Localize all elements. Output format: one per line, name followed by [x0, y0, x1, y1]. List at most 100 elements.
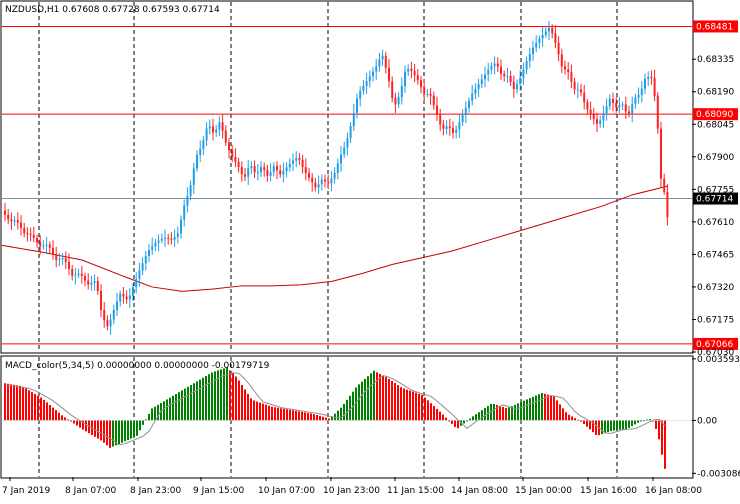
macd-bar [130, 420, 132, 439]
macd-bar [616, 420, 618, 431]
macd-bar [244, 389, 246, 421]
macd-bar [175, 394, 177, 421]
candle-body [186, 195, 189, 206]
candle-body [148, 249, 150, 256]
candle-body [116, 301, 118, 310]
candle-body [580, 89, 582, 93]
macd-bar [46, 402, 48, 421]
candle-body [349, 126, 352, 139]
y-tick-label: 0.67175 [697, 315, 734, 325]
macd-bar [394, 383, 396, 421]
macd-bar [658, 420, 660, 440]
candle-body [340, 154, 342, 164]
candle-body [228, 142, 230, 151]
macd-bar [415, 392, 417, 421]
macd-bar [331, 416, 333, 421]
macd-bar [82, 420, 84, 430]
candle-body [570, 72, 573, 82]
macd-bar [376, 372, 378, 421]
candle-body [48, 244, 51, 248]
macd-bar [76, 420, 78, 426]
x-tick-label: 14 Jan 08:00 [451, 486, 508, 496]
macd-bar [490, 403, 492, 421]
macd-bar [103, 420, 105, 443]
macd-bar [520, 402, 522, 421]
candle-body [71, 268, 74, 276]
candle-body [231, 150, 234, 158]
candle-body [560, 54, 563, 67]
macd-bar [604, 420, 606, 434]
candle-body [596, 119, 598, 124]
candle-body [292, 160, 294, 164]
candle-body [272, 166, 275, 173]
level-price-tag [693, 337, 738, 350]
price-pane[interactable] [0, 0, 694, 354]
candle-body [634, 97, 637, 104]
candle-body [487, 69, 490, 75]
candle-body [464, 107, 467, 116]
x-tick-label: 16 Jan 08:00 [645, 486, 702, 496]
macd-bar [199, 379, 201, 421]
macd-bar [37, 395, 39, 421]
macd-bar [25, 388, 27, 421]
candle-body [480, 79, 483, 85]
macd-bar [409, 390, 411, 421]
macd-bar [385, 377, 387, 421]
macd-bar [622, 420, 624, 430]
level-price-label: 0.68481 [696, 22, 733, 32]
candle-body [429, 93, 432, 96]
candle-body [247, 168, 250, 177]
candle-body [612, 98, 614, 103]
candle-body [586, 102, 589, 110]
candle-body [624, 104, 627, 112]
candle-body [503, 73, 506, 77]
macd-bar [565, 412, 567, 421]
macd-bar [532, 396, 534, 421]
macd-bar [106, 420, 108, 446]
macd-bar [529, 398, 531, 421]
macd-bar [433, 406, 435, 421]
macd-bar [475, 414, 477, 421]
candle-body [295, 158, 298, 161]
y-tick-label: 0.67900 [697, 153, 734, 163]
macd-bar [190, 385, 192, 421]
candle-body [538, 38, 541, 43]
macd-bar [631, 420, 633, 427]
macd-bar [367, 376, 369, 421]
macd-bar [358, 384, 360, 421]
candle-body [637, 95, 640, 98]
macd-bar [13, 384, 15, 421]
candle-body [324, 179, 326, 182]
macd-bar [265, 404, 267, 421]
macd-bar [442, 414, 444, 421]
candle-body [455, 129, 458, 133]
macd-bar [202, 377, 204, 421]
macd-bar [184, 388, 186, 421]
candle-body [352, 112, 355, 127]
macd-bar [97, 420, 99, 439]
y-tick-label: 0.67465 [697, 250, 734, 260]
candle-body [135, 278, 138, 288]
macd-bar [109, 420, 111, 448]
candle-body [544, 31, 547, 35]
macd-bar [406, 389, 408, 421]
macd-bar [196, 381, 198, 421]
candle-body [311, 177, 314, 183]
macd-bar [139, 420, 141, 431]
macd-bar [40, 397, 42, 421]
candle-body [512, 81, 515, 90]
candle-body [452, 128, 454, 133]
macd-bar [310, 413, 312, 421]
macd-bar [262, 403, 264, 421]
macd-bar [592, 420, 594, 433]
candle-body [404, 71, 406, 86]
macd-bar [499, 406, 501, 421]
macd-bar [466, 420, 468, 422]
candle-body [52, 247, 54, 255]
candle-body [525, 61, 528, 70]
macd-bar [379, 373, 381, 421]
candle-body [96, 280, 99, 291]
macd-bar [496, 405, 498, 421]
candle-body [400, 85, 403, 98]
candle-body [397, 97, 400, 105]
